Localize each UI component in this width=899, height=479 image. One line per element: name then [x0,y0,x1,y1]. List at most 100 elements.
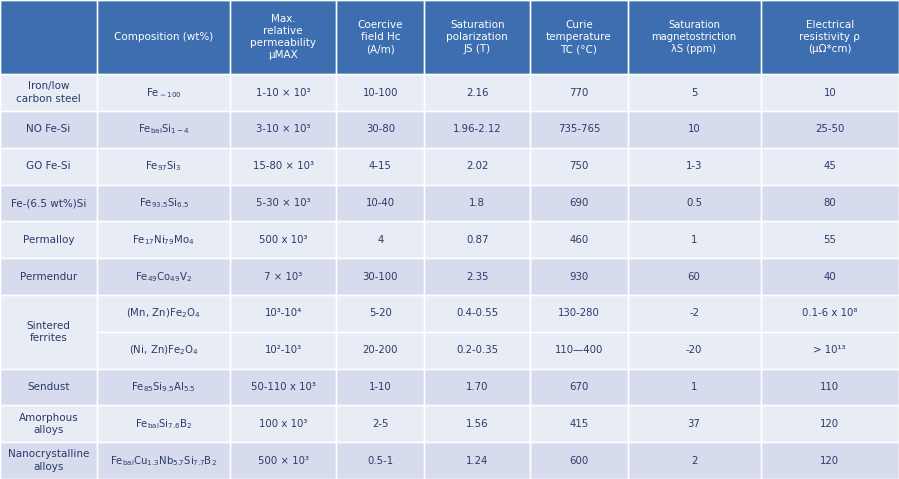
Bar [336,74,424,111]
Bar [97,184,230,221]
Text: 15-80 × 10³: 15-80 × 10³ [253,161,314,171]
Text: -20: -20 [686,345,702,355]
Bar [97,405,230,442]
Text: 5-20: 5-20 [369,308,392,319]
Bar [0,0,97,74]
Bar [97,295,230,332]
Text: > 10¹³: > 10¹³ [814,345,846,355]
Bar [97,442,230,479]
Text: $\mathdefault{(Mn,\,Zn)Fe_2O_4}$: $\mathdefault{(Mn,\,Zn)Fe_2O_4}$ [127,307,200,320]
Bar [628,0,761,74]
Bar [530,221,628,258]
Bar [530,184,628,221]
Text: 20-200: 20-200 [362,345,398,355]
Bar [97,369,230,405]
Bar [336,111,424,148]
Text: 2: 2 [690,456,698,466]
Text: Coercive
field Hc
(A/m): Coercive field Hc (A/m) [358,20,403,54]
Text: 2.02: 2.02 [467,161,488,171]
Text: $\mathdefault{Fe_{49}Co_{49}V_2}$: $\mathdefault{Fe_{49}Co_{49}V_2}$ [135,270,192,284]
Bar [761,184,899,221]
Bar [97,111,230,148]
Bar [761,0,899,74]
Text: 1.70: 1.70 [466,382,489,392]
Bar [628,148,761,184]
Bar [761,111,899,148]
Bar [0,221,97,258]
Bar [97,111,230,148]
Bar [230,74,336,111]
Text: 0.1-6 x 10⁸: 0.1-6 x 10⁸ [802,308,858,319]
Text: 5: 5 [690,88,698,98]
Bar [761,258,899,295]
Bar [628,74,761,111]
Text: $\mathdefault{Fe_{97}Si_3}$: $\mathdefault{Fe_{97}Si_3}$ [146,160,182,173]
Bar [761,148,899,184]
Text: 690: 690 [569,198,589,208]
Bar [336,74,424,111]
Text: 770: 770 [569,88,589,98]
Text: 40: 40 [823,272,836,282]
Bar [628,295,761,332]
Bar [424,148,530,184]
Bar [424,221,530,258]
Bar [761,369,899,405]
Text: 1-10 × 10³: 1-10 × 10³ [256,88,310,98]
Text: 1: 1 [690,235,698,245]
Bar [230,111,336,148]
Text: Sendust: Sendust [27,382,70,392]
Bar [530,295,628,332]
Text: 1: 1 [690,382,698,392]
Bar [761,295,899,332]
Bar [230,332,336,369]
Text: $\mathdefault{Fe_{85}Si_{9.5}Al_{5.5}}$: $\mathdefault{Fe_{85}Si_{9.5}Al_{5.5}}$ [131,380,196,394]
Text: 1.96-2.12: 1.96-2.12 [453,125,502,135]
Bar [97,0,230,74]
Bar [0,221,97,258]
Bar [628,405,761,442]
Text: Permendur: Permendur [20,272,77,282]
Text: Sintered
ferrites: Sintered ferrites [27,320,70,343]
Bar [230,148,336,184]
Bar [530,442,628,479]
Text: 1.8: 1.8 [469,198,485,208]
Bar [0,258,97,295]
Bar [761,332,899,369]
Text: 500 x 10³: 500 x 10³ [259,235,307,245]
Bar [336,148,424,184]
Bar [336,184,424,221]
Text: 2.16: 2.16 [466,88,489,98]
Text: 2-5: 2-5 [372,419,388,429]
Bar [530,221,628,258]
Bar [628,442,761,479]
Bar [424,369,530,405]
Bar [424,405,530,442]
Bar [97,221,230,258]
Text: $\mathdefault{Fe_{bal}Cu_{1.3}Nb_{5.7}Si_{7.7}B_2}$: $\mathdefault{Fe_{bal}Cu_{1.3}Nb_{5.7}Si… [111,454,217,468]
Text: 45: 45 [823,161,836,171]
Bar [761,148,899,184]
Bar [628,148,761,184]
Bar [230,184,336,221]
Bar [97,258,230,295]
Bar [424,111,530,148]
Text: 600: 600 [569,456,589,466]
Bar [0,442,97,479]
Bar [530,405,628,442]
Text: Curie
temperature
TC (°C): Curie temperature TC (°C) [547,20,611,54]
Bar [530,332,628,369]
Bar [336,442,424,479]
Bar [336,405,424,442]
Bar [0,148,97,184]
Bar [336,221,424,258]
Bar [0,369,97,405]
Bar [230,295,336,332]
Bar [761,405,899,442]
Text: 55: 55 [823,235,836,245]
Text: 670: 670 [569,382,589,392]
Text: $\mathdefault{Fe_{93.5}Si_{6.5}}$: $\mathdefault{Fe_{93.5}Si_{6.5}}$ [138,196,189,210]
Bar [97,332,230,369]
Bar [424,258,530,295]
Bar [0,111,97,148]
Bar [97,221,230,258]
